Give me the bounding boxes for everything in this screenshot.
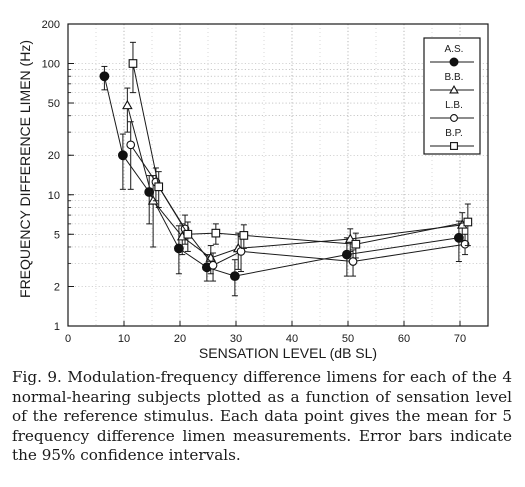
legend-marker — [449, 57, 459, 67]
data-point — [211, 228, 221, 238]
data-point — [126, 140, 136, 150]
x-tick-label: 30 — [230, 333, 242, 345]
data-point — [128, 59, 138, 68]
data-point — [348, 257, 358, 266]
legend-box — [423, 37, 481, 155]
series-open-square — [128, 41, 473, 259]
chart: 0 10 20 30 40 50 60 70 1 2 5 10 20 50 100 200 SENSATION… — [17, 19, 489, 361]
data-point — [463, 217, 473, 227]
legend-label: A.S. — [445, 44, 464, 55]
axis-ticks: 0 10 20 30 40 50 60 70 1 2 5 10 20 50 100 200 — [42, 19, 466, 345]
data-point — [154, 182, 164, 192]
legend-label: B.P. — [445, 128, 463, 139]
data-series — [99, 41, 473, 297]
data-point — [229, 271, 240, 281]
y-tick-label: 50 — [48, 98, 60, 110]
legend-marker — [450, 114, 458, 122]
y-tick-label: 2 — [54, 281, 60, 293]
y-tick-label: 200 — [42, 19, 60, 31]
series-line — [126, 105, 463, 259]
data-point — [351, 239, 361, 249]
legend-label: L.B. — [445, 100, 463, 111]
series-line — [132, 63, 468, 245]
figure-caption: Fig. 9. Modulation-frequency difference … — [12, 368, 512, 465]
legend-label: B.B. — [445, 72, 464, 83]
y-tick-label: 100 — [42, 59, 60, 71]
x-tick-label: 10 — [118, 333, 130, 345]
x-tick-label: 50 — [342, 333, 354, 345]
x-tick-label: 40 — [286, 333, 298, 345]
plot-frame — [67, 23, 489, 327]
x-tick-label: 20 — [174, 333, 186, 345]
data-point — [236, 247, 246, 256]
y-axis-label: FREQUENCY DIFFERENCE LIMEN (Hz) — [17, 40, 33, 298]
x-axis-label: SENSATION LEVEL (dB SL) — [199, 345, 377, 361]
y-tick-label: 5 — [54, 229, 60, 241]
y-tick-label: 1 — [54, 321, 60, 333]
legend-marker — [449, 84, 459, 94]
data-point — [239, 231, 249, 240]
x-tick-label: 60 — [398, 333, 410, 345]
data-point — [99, 71, 110, 82]
x-tick-label: 0 — [65, 333, 71, 345]
series-line — [103, 76, 459, 277]
data-point — [173, 243, 184, 254]
data-point — [144, 187, 155, 197]
data-point — [208, 260, 218, 270]
legend-marker — [450, 142, 458, 150]
data-point — [460, 239, 470, 249]
y-tick-label: 20 — [48, 150, 60, 162]
data-point — [147, 195, 159, 205]
series-open-circle — [126, 121, 470, 282]
data-point — [122, 99, 133, 110]
data-point — [341, 249, 352, 260]
data-point — [183, 229, 193, 239]
x-tick-label: 70 — [454, 333, 466, 345]
legend: A.S. B.B. L.B. B.P. — [423, 37, 481, 155]
data-point — [117, 150, 128, 161]
y-tick-label: 10 — [48, 190, 60, 202]
